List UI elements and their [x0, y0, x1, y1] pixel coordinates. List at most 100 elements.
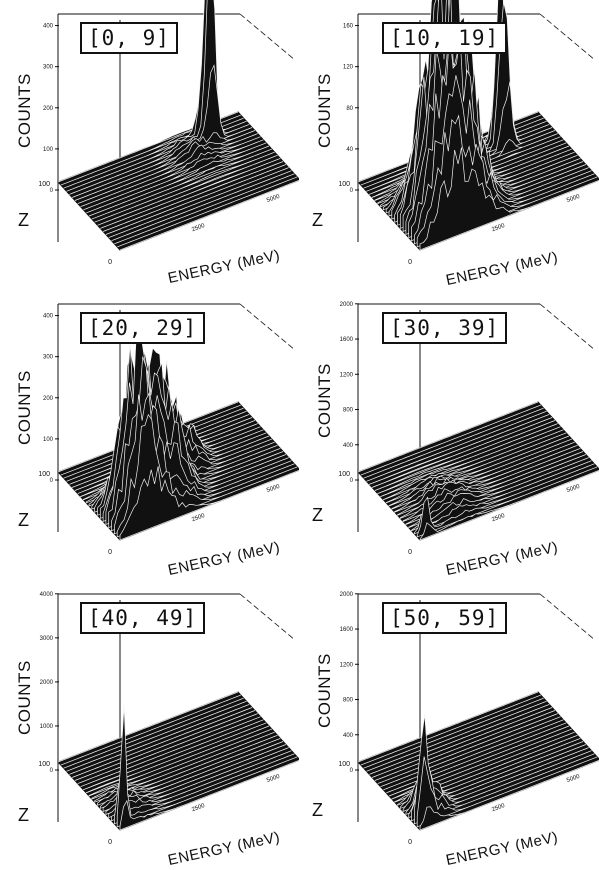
panel-1-x-tick-label-1: 5000 [566, 194, 581, 204]
panel-5-ridge-3 [411, 750, 592, 822]
panel-5-y-tick-label-5: 2000 [340, 592, 354, 598]
panel-1-perspective-line [539, 13, 596, 61]
panel-3-ridge-22 [357, 401, 539, 473]
panel-3-y-tick-label-2: 800 [343, 408, 354, 414]
panel-4-y-axis-label: COUNTS [15, 660, 34, 735]
panel-0-y-axis-label: COUNTS [15, 73, 34, 148]
panel-5-ridge-18 [369, 704, 550, 775]
panel-2-z-tick-label-0: 100 [38, 471, 50, 478]
panel-0-z-tick-label-0: 100 [38, 181, 50, 188]
panel-4-z-range-label: [40, 49] [80, 602, 206, 634]
panel-0-ridge-9 [94, 151, 275, 223]
panel-1-z-axis-label: Z [312, 210, 323, 230]
panel-4-y-tick-label-0: 0 [50, 768, 54, 774]
panel-z-20-29: 0 100 200 300 400 2500 5000 100 0 [20, 29] COUNT… [0, 290, 299, 580]
panel-5-z-tick-label-1: 0 [408, 839, 412, 846]
panel-2-y-tick-label-3: 300 [43, 355, 54, 361]
panel-4-perspective-line [239, 593, 296, 641]
panel-3-y-tick-label-4: 1600 [340, 337, 354, 343]
panel-0-ridge-10 [91, 148, 272, 220]
panel-0-ridge-8 [97, 154, 278, 226]
panel-5-ridge-20 [363, 697, 544, 769]
panel-z-50-59: 0 400 800 1200 1600 2000 2500 5000 100 0 [50, 59]… [300, 580, 599, 870]
panel-0-z-axis-label: Z [18, 210, 29, 230]
panel-0-ridge-4 [108, 167, 289, 238]
panel-3-x-tick-label-1: 5000 [566, 484, 581, 494]
panel-3-y-tick-label-3: 1200 [340, 372, 354, 378]
panel-5-x-tick-label-1: 5000 [566, 774, 581, 784]
panel-4-ridge-12 [85, 722, 267, 794]
panel-0-ridge-12 [86, 142, 267, 214]
panel-1-x-tick-label-0: 2500 [491, 223, 506, 233]
panel-4-ridge-5 [105, 744, 287, 816]
panel-3-y-tick-label-0: 0 [350, 478, 354, 484]
panel-4-ridge-4 [108, 747, 289, 819]
panel-5-ridge-0 [419, 759, 599, 831]
panel-0-ridge-5 [105, 164, 287, 235]
panel-5-ridge-4 [408, 747, 589, 819]
panel-2-z-tick-label-1: 0 [108, 549, 112, 556]
panel-5-ridge-17 [371, 707, 553, 778]
panel-5-ridge-1 [416, 756, 598, 828]
panel-0-ridge-11 [88, 145, 270, 217]
panel-0-y-tick-label-0: 0 [50, 188, 54, 194]
panel-5-y-tick-label-1: 400 [343, 733, 354, 739]
panel-0-ridge-17 [71, 64, 253, 198]
panel-4-z-tick-label-1: 0 [108, 839, 112, 846]
panel-5-z-range-label: [50, 59] [382, 602, 508, 634]
panel-5-y-axis-label: COUNTS [315, 653, 334, 728]
panel-3-x-tick-label-0: 2500 [491, 513, 506, 523]
panel-3-y-axis-label: COUNTS [315, 363, 334, 438]
panel-4-ridge-11 [88, 725, 270, 797]
panel-4-ridge-0 [119, 759, 299, 831]
panel-5-ridge-21 [360, 694, 541, 766]
panel-4-x-tick-label-1: 5000 [266, 774, 281, 784]
panel-3-ridge-17 [371, 417, 553, 489]
panel-3-z-axis-label: Z [312, 505, 323, 525]
panel-5-perspective-line [539, 593, 596, 641]
panel-4-ridge-6 [102, 741, 284, 813]
panel-3-z-range-label: [30, 39] [382, 312, 508, 344]
panel-3-y-tick-label-5: 2000 [340, 302, 354, 308]
panel-3-ridge-21 [360, 404, 541, 476]
panel-3-ridge-19 [366, 410, 547, 482]
panel-0-ridge-2 [114, 173, 295, 245]
panel-4-ridge-18 [69, 704, 250, 775]
panel-2-perspective-line [239, 303, 296, 351]
panel-2-x-tick-label-1: 5000 [266, 484, 281, 494]
panel-2-y-tick-label-2: 200 [43, 396, 54, 402]
panel-4-z-tick-label-0: 100 [38, 761, 50, 768]
panel-z-0-9: 0 100 200 300 400 2500 5000 100 0 [0, 9] COUNTS … [0, 0, 299, 290]
panel-1-y-axis-label: COUNTS [315, 73, 334, 148]
panel-3-ridge-0 [419, 469, 599, 541]
panel-1-z-tick-label-1: 0 [408, 259, 412, 266]
panel-0-z-range-label: [0, 9] [80, 22, 178, 54]
panel-5-z-tick-label-0: 100 [338, 761, 350, 768]
panel-0-y-tick-label-1: 100 [43, 147, 54, 153]
panel-2-y-axis-label: COUNTS [15, 370, 34, 445]
panel-4-ridge-13 [83, 719, 264, 791]
panel-4-ridge-21 [60, 694, 241, 766]
panel-1-z-range-label: [10, 19] [382, 22, 508, 54]
panel-3-perspective-line [539, 303, 596, 351]
panel-3-z-tick-label-0: 100 [338, 471, 350, 478]
panel-1-y-tick-label-2: 80 [346, 106, 353, 112]
panel-1-y-tick-label-1: 40 [346, 147, 353, 153]
panel-0-x-tick-label-0: 2500 [191, 223, 206, 233]
panel-5-y-tick-label-0: 0 [350, 768, 354, 774]
panel-4-ridge-22 [57, 691, 239, 763]
panel-3-ridge-20 [363, 407, 544, 479]
panel-0-ridge-6 [102, 161, 284, 232]
panel-0-ridge-15 [77, 133, 258, 204]
panel-4-ridge-17 [71, 707, 253, 778]
panel-0-ridge-1 [117, 176, 298, 248]
panel-5-z-axis-label: Z [312, 800, 323, 820]
panel-4-ridge-19 [66, 700, 247, 772]
panel-4-y-tick-label-2: 2000 [40, 680, 54, 686]
panel-z-30-39: 0 400 800 1200 1600 2000 2500 5000 100 0 [30, 39]… [300, 290, 599, 580]
panel-3-ridge-16 [374, 420, 556, 491]
panel-3-z-tick-label-1: 0 [408, 549, 412, 556]
panel-4-z-axis-label: Z [18, 805, 29, 825]
